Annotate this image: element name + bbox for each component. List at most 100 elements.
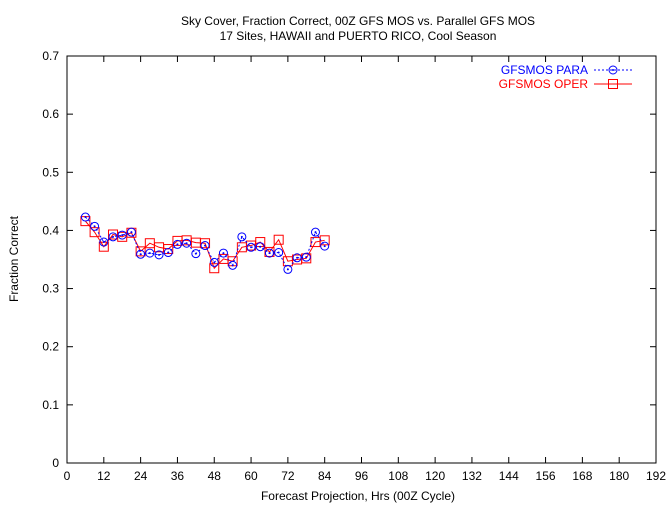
point-center-dot xyxy=(323,245,326,248)
point-center-dot xyxy=(93,225,96,228)
x-tick-label: 72 xyxy=(281,469,295,483)
point-center-dot xyxy=(222,252,225,255)
x-tick-label: 24 xyxy=(134,469,148,483)
point-circle-marker xyxy=(246,242,256,252)
point-center-dot xyxy=(314,231,317,234)
point-center-dot xyxy=(231,264,234,267)
point-center-dot xyxy=(185,242,188,245)
point-square-marker xyxy=(264,246,275,257)
point-center-dot xyxy=(259,245,262,248)
point-center-dot xyxy=(296,256,299,259)
point-circle-marker xyxy=(126,227,136,237)
series-layer xyxy=(80,212,330,274)
point-square-marker xyxy=(319,235,330,246)
plot-area xyxy=(66,55,657,464)
legend-label: GFSMOS PARA xyxy=(501,63,588,77)
point-square-marker xyxy=(163,244,174,255)
point-center-dot xyxy=(102,241,105,244)
point-circle-marker xyxy=(320,241,330,251)
point-center-dot xyxy=(204,244,207,247)
point-circle-marker xyxy=(117,230,127,240)
x-tick-label: 180 xyxy=(609,469,629,483)
point-circle-marker xyxy=(191,249,201,259)
y-tick-label: 0.6 xyxy=(42,107,59,121)
point-circle-marker xyxy=(154,250,164,260)
y-tick-label: 0 xyxy=(52,456,59,470)
point-circle-marker xyxy=(90,221,100,231)
point-circle-marker xyxy=(218,248,228,258)
point-center-dot xyxy=(167,251,170,254)
point-center-dot xyxy=(139,253,142,256)
point-center-dot xyxy=(121,234,124,237)
point-center-dot xyxy=(213,261,216,264)
point-center-dot xyxy=(194,252,197,255)
point-center-dot xyxy=(305,256,308,259)
point-center-dot xyxy=(277,251,280,254)
point-circle-marker xyxy=(264,248,274,258)
point-circle-marker xyxy=(274,248,284,258)
y-tick-label: 0.1 xyxy=(42,398,59,412)
point-square-marker xyxy=(273,234,284,245)
series-line xyxy=(85,220,325,270)
point-circle-marker xyxy=(99,237,109,247)
x-tick-label: 84 xyxy=(318,469,332,483)
x-tick-label: 36 xyxy=(171,469,185,483)
point-circle-marker xyxy=(209,257,219,267)
x-tick-label: 60 xyxy=(244,469,258,483)
x-tick-label: 132 xyxy=(462,469,482,483)
x-tick-label: 156 xyxy=(536,469,556,483)
point-square-marker xyxy=(135,246,146,257)
point-center-dot xyxy=(612,69,614,71)
point-center-dot xyxy=(84,216,87,219)
point-circle-marker xyxy=(136,249,146,259)
y-tick-label: 0.2 xyxy=(42,340,59,354)
point-center-dot xyxy=(268,252,271,255)
y-tick-label: 0.7 xyxy=(42,49,59,63)
series-1 xyxy=(80,216,330,274)
x-tick-label: 12 xyxy=(97,469,111,483)
point-circle-marker xyxy=(80,212,90,222)
point-circle-marker xyxy=(283,264,293,274)
x-tick-label: 144 xyxy=(499,469,519,483)
point-circle-marker xyxy=(200,241,210,251)
point-center-dot xyxy=(112,235,115,238)
point-center-dot xyxy=(240,235,243,238)
point-circle-marker xyxy=(255,242,265,252)
point-center-dot xyxy=(176,243,179,246)
legend-label: GFSMOS OPER xyxy=(499,77,589,91)
axis-ticks: 0 12 24 36 48 60 72 84 96 108 120 132 144 156 168 180 19… xyxy=(42,49,666,483)
point-square-marker xyxy=(301,253,312,264)
point-circle-marker xyxy=(292,253,302,263)
point-circle-marker xyxy=(172,239,182,249)
chart-title-line-1: Sky Cover, Fraction Correct, 00Z GFS MOS… xyxy=(181,14,535,28)
x-tick-label: 192 xyxy=(646,469,666,483)
point-circle-marker xyxy=(163,248,173,258)
x-tick-label: 120 xyxy=(425,469,445,483)
point-center-dot xyxy=(158,253,161,256)
y-tick-label: 0.3 xyxy=(42,282,59,296)
point-circle-marker xyxy=(301,252,311,262)
point-center-dot xyxy=(286,268,289,271)
y-axis-label: Fraction Correct xyxy=(7,215,21,302)
point-square-marker xyxy=(200,238,211,249)
x-tick-label: 0 xyxy=(64,469,71,483)
x-axis-label: Forecast Projection, Hrs (00Z Cycle) xyxy=(261,489,455,503)
x-tick-label: 96 xyxy=(355,469,369,483)
point-circle-marker xyxy=(145,248,155,258)
point-circle-marker xyxy=(108,232,118,242)
point-square-marker xyxy=(608,79,618,89)
x-tick-label: 168 xyxy=(572,469,592,483)
point-square-marker xyxy=(209,263,220,274)
point-center-dot xyxy=(130,231,133,234)
y-tick-label: 0.5 xyxy=(42,165,59,179)
point-center-dot xyxy=(250,246,253,249)
chart-title-line-2: 17 Sites, HAWAII and PUERTO RICO, Cool S… xyxy=(220,29,497,43)
point-circle-marker xyxy=(182,238,192,248)
x-tick-label: 48 xyxy=(208,469,222,483)
point-circle-marker xyxy=(608,65,618,75)
point-circle-marker xyxy=(228,260,238,270)
point-center-dot xyxy=(148,252,151,255)
point-circle-marker xyxy=(237,232,247,242)
